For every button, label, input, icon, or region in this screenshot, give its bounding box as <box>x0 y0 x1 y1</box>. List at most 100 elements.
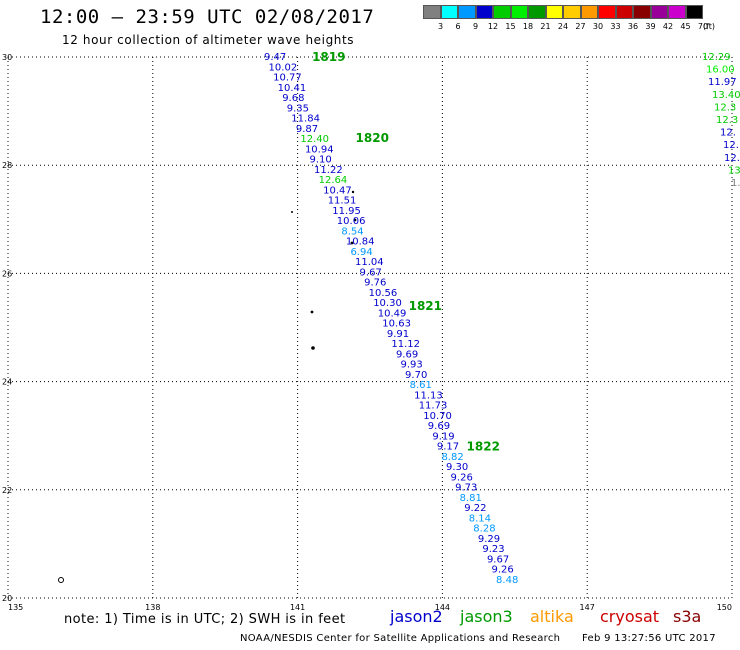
legend-label: 12 <box>487 22 499 31</box>
legend-swatch <box>423 5 441 19</box>
lat-tick-label: 22 <box>2 486 12 495</box>
mission-jason3: jason3 <box>460 607 513 626</box>
wave-height-value: 12.40 <box>300 134 329 145</box>
wave-height-value: 9.19 <box>432 431 454 442</box>
wave-height-value: 12. <box>720 128 736 139</box>
wave-height-value: 10.56 <box>369 288 398 299</box>
wave-height-value: 9.22 <box>464 503 486 514</box>
wave-height-value: 12.64 <box>319 175 348 186</box>
wave-height-value: 9.67 <box>487 554 509 565</box>
wave-height-value: 8.81 <box>460 493 482 504</box>
legend-label: 6 <box>455 22 461 31</box>
wave-height-value: 9.70 <box>405 370 427 381</box>
wave-height-value: 9.69 <box>396 349 418 360</box>
legend-label: 3 <box>437 22 444 31</box>
island-marker <box>311 346 315 350</box>
wave-height-value: 9.73 <box>455 483 477 494</box>
mission-s3a: s3a <box>673 607 702 626</box>
wave-height-value: 16.00 <box>706 65 735 76</box>
pass-number-label: 1822 <box>467 440 500 454</box>
wave-height-value: 11.51 <box>328 196 357 207</box>
legend-swatch <box>545 5 563 19</box>
wave-height-value: 9.26 <box>492 565 514 576</box>
legend-label: 27 <box>575 22 586 31</box>
legend-label: 21 <box>540 22 551 31</box>
wave-height-value: 9.93 <box>401 360 423 371</box>
wave-height-value: 10.30 <box>373 298 402 309</box>
wave-height-value: 9.76 <box>364 278 386 289</box>
color-legend-labels: 3 6 9 12 15 18 21 24 27 30 33 36 39 42 45 70 (ft) <box>423 22 738 34</box>
wave-height-value: 8.14 <box>469 513 491 524</box>
wave-height-value: 9.17 <box>437 442 459 453</box>
wave-height-value: 8.82 <box>441 452 463 463</box>
wave-height-value: 9.35 <box>287 103 309 114</box>
legend-label: 33 <box>610 22 621 31</box>
legend-label: 30 <box>592 22 604 31</box>
wave-height-value: 9.26 <box>451 472 473 483</box>
legend-label: 18 <box>522 22 534 31</box>
footer-timestamp: Feb 9 13:27:56 UTC 2017 <box>582 633 716 644</box>
wave-height-value: 8.54 <box>341 226 363 237</box>
island-marker <box>291 211 293 213</box>
wave-height-value: 9.67 <box>360 267 382 278</box>
wave-height-value: 10.06 <box>337 216 366 227</box>
lat-tick-label: 24 <box>2 378 12 387</box>
legend-swatch <box>440 5 458 19</box>
lon-tick-label: 135 <box>8 603 23 612</box>
wave-height-value: 12.3 <box>716 115 738 126</box>
wave-height-value: 10.63 <box>382 319 411 330</box>
legend-swatch <box>458 5 476 19</box>
wave-height-value: 8.48 <box>496 575 518 586</box>
island-marker <box>310 310 314 314</box>
map-subtitle: 12 hour collection of altimeter wave hei… <box>62 33 355 47</box>
map-grid <box>7 56 733 599</box>
wave-height-value: 9.29 <box>478 534 500 545</box>
footer-credit: NOAA/NESDIS Center for Satellite Applica… <box>240 633 561 644</box>
legend-swatch <box>493 5 511 19</box>
legend-swatch <box>668 5 686 19</box>
legend-label: 24 <box>557 22 569 31</box>
legend-unit: (ft) <box>702 22 716 31</box>
wave-height-value: 12. <box>724 153 740 164</box>
wave-height-value: 11.13 <box>414 390 443 401</box>
axis-ticks: 135 138 141 144 147 150 20 22 24 26 28 30 <box>2 53 732 612</box>
wave-height-value: 10.94 <box>305 144 334 155</box>
wave-height-value: 11.97 <box>708 77 737 88</box>
map-title: 12:00 – 23:59 UTC 02/08/2017 <box>40 6 375 28</box>
wave-height-value: 8.28 <box>473 524 495 535</box>
wave-height-value: 9.10 <box>310 155 332 166</box>
wave-height-value: 9.23 <box>482 544 504 555</box>
wave-height-value: 12. <box>723 140 739 151</box>
legend-label: 42 <box>662 22 674 31</box>
wave-height-value: 11.22 <box>314 165 343 176</box>
wave-height-value: 10.02 <box>269 62 298 73</box>
wave-height-value: 1. <box>731 178 740 189</box>
legend-swatch <box>615 5 633 19</box>
legend-label: 15 <box>505 22 516 31</box>
legend-label: 9 <box>472 22 479 31</box>
island-marker <box>351 190 355 194</box>
legend-label: 45 <box>680 22 691 31</box>
legend-swatch <box>528 5 546 19</box>
pass-number-label: 1819 <box>312 50 345 64</box>
lon-tick-label: 150 <box>717 603 732 612</box>
legend-swatch <box>650 5 668 19</box>
wave-height-value: 8.61 <box>410 380 432 391</box>
island-marker <box>353 218 357 222</box>
pass-number-label: 1821 <box>409 299 442 313</box>
wave-height-value: 11.04 <box>355 257 384 268</box>
satellite-track-2: 12.2916.0011.9713.4012.312.312.12.12.131… <box>702 52 740 189</box>
lon-tick-label: 144 <box>435 603 450 612</box>
wave-height-value: 10.49 <box>378 308 407 319</box>
wave-height-value: 13 <box>728 165 740 176</box>
legend-swatch <box>510 5 528 19</box>
islands <box>58 190 357 583</box>
color-legend <box>423 5 738 21</box>
wave-height-value: 6.94 <box>350 247 372 258</box>
wave-height-value: 11.73 <box>419 401 448 412</box>
wave-height-value: 11.12 <box>391 339 420 350</box>
wave-height-value: 9.68 <box>282 93 304 104</box>
footer-note: note: 1) Time is in UTC; 2) SWH is in fe… <box>64 612 346 627</box>
lon-tick-label: 138 <box>145 603 160 612</box>
